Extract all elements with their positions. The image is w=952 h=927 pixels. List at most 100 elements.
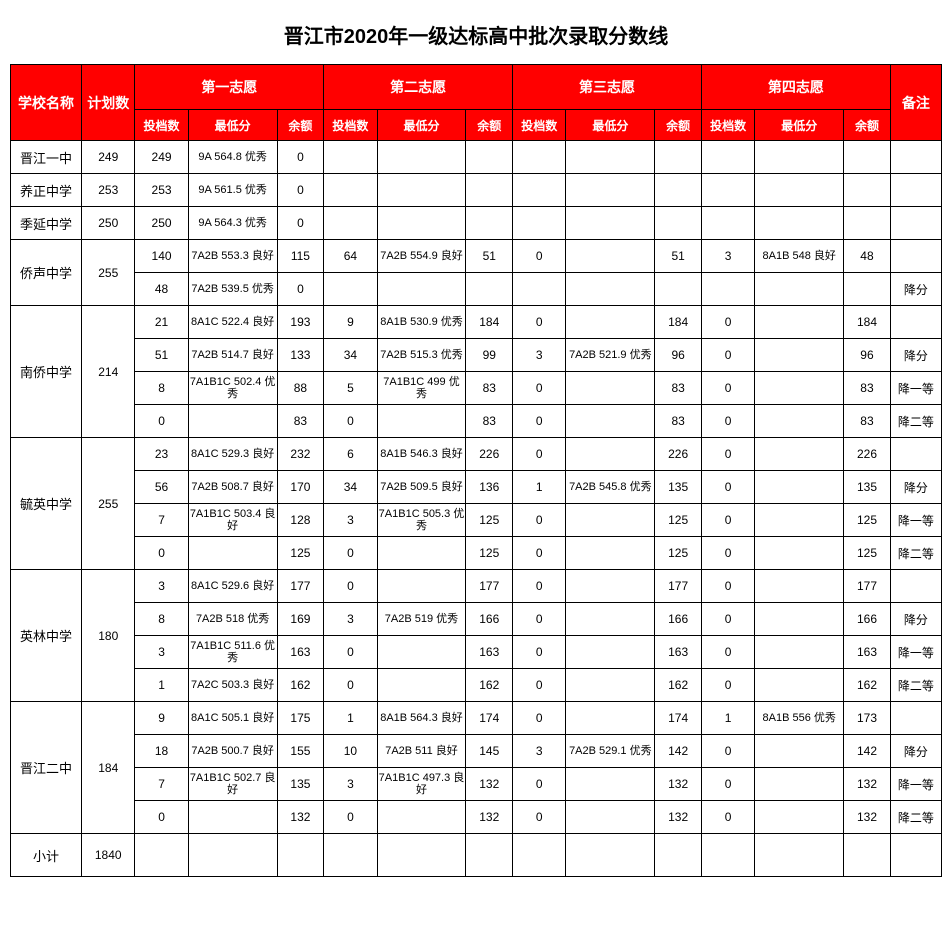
cell: 226	[466, 438, 513, 471]
plan-cell: 255	[82, 240, 135, 306]
cell	[513, 207, 566, 240]
table-row: 晋江二中18498A1C 505.1 良好17518A1B 564.3 良好17…	[11, 702, 942, 735]
cell: 0	[324, 405, 377, 438]
cell	[466, 207, 513, 240]
cell: 0	[701, 339, 754, 372]
cell	[377, 207, 466, 240]
cell	[324, 834, 377, 877]
cell	[566, 306, 655, 339]
cell	[890, 834, 941, 877]
cell: 0	[277, 174, 324, 207]
cell: 177	[466, 570, 513, 603]
cell: 7A2B 511 良好	[377, 735, 466, 768]
cell: 7	[135, 768, 188, 801]
col-v1: 第一志愿	[135, 65, 324, 110]
cell: 21	[135, 306, 188, 339]
table-row: 77A1B1C 503.4 良好12837A1B1C 505.3 优秀12501…	[11, 504, 942, 537]
cell: 9A 564.8 优秀	[188, 141, 277, 174]
school-cell: 南侨中学	[11, 306, 82, 438]
cell	[890, 306, 941, 339]
cell: 0	[513, 603, 566, 636]
cell: 降二等	[890, 801, 941, 834]
table-row: 87A2B 518 优秀16937A2B 519 优秀16601660166降分	[11, 603, 942, 636]
cell: 128	[277, 504, 324, 537]
col-v2-score: 最低分	[377, 110, 466, 141]
table-body: 晋江一中2492499A 564.8 优秀0养正中学2532539A 561.5…	[11, 141, 942, 877]
cell	[324, 207, 377, 240]
cell: 8A1C 529.3 良好	[188, 438, 277, 471]
plan-cell: 184	[82, 702, 135, 834]
cell: 184	[844, 306, 891, 339]
cell: 170	[277, 471, 324, 504]
cell: 125	[277, 537, 324, 570]
cell: 169	[277, 603, 324, 636]
cell	[135, 834, 188, 877]
cell	[755, 669, 844, 702]
cell	[755, 471, 844, 504]
cell: 163	[466, 636, 513, 669]
cell: 0	[513, 504, 566, 537]
cell: 8	[135, 372, 188, 405]
cell	[755, 801, 844, 834]
cell: 0	[701, 471, 754, 504]
cell: 175	[277, 702, 324, 735]
cell: 7A1B1C 511.6 优秀	[188, 636, 277, 669]
cell: 小计	[11, 834, 82, 877]
cell	[566, 372, 655, 405]
cell: 8	[135, 603, 188, 636]
cell: 7A2B 500.7 良好	[188, 735, 277, 768]
cell	[377, 669, 466, 702]
cell	[755, 339, 844, 372]
cell	[377, 537, 466, 570]
cell: 250	[135, 207, 188, 240]
cell: 0	[701, 768, 754, 801]
col-v4-rem: 余额	[844, 110, 891, 141]
cell: 83	[655, 372, 702, 405]
cell: 8A1B 548 良好	[755, 240, 844, 273]
school-cell: 毓英中学	[11, 438, 82, 570]
cell	[566, 141, 655, 174]
cell: 96	[655, 339, 702, 372]
cell: 0	[277, 207, 324, 240]
cell: 7A1B1C 505.3 优秀	[377, 504, 466, 537]
cell: 1	[513, 471, 566, 504]
cell	[844, 207, 891, 240]
cell	[890, 438, 941, 471]
table-row: 187A2B 500.7 良好155107A2B 511 良好14537A2B …	[11, 735, 942, 768]
cell: 7A2B 514.7 良好	[188, 339, 277, 372]
cell: 7A1B1C 502.7 良好	[188, 768, 277, 801]
cell: 132	[844, 801, 891, 834]
cell: 降二等	[890, 669, 941, 702]
cell: 163	[844, 636, 891, 669]
cell: 48	[135, 273, 188, 306]
cell: 7A1B1C 497.3 良好	[377, 768, 466, 801]
cell	[466, 141, 513, 174]
col-v1-rem: 余额	[277, 110, 324, 141]
col-v1-score: 最低分	[188, 110, 277, 141]
cell	[466, 174, 513, 207]
cell: 18	[135, 735, 188, 768]
cell	[755, 537, 844, 570]
cell	[377, 405, 466, 438]
cell: 6	[324, 438, 377, 471]
cell	[566, 603, 655, 636]
cell: 162	[655, 669, 702, 702]
cell	[755, 306, 844, 339]
col-v2-num: 投档数	[324, 110, 377, 141]
col-v4-score: 最低分	[755, 110, 844, 141]
cell: 0	[513, 537, 566, 570]
school-cell: 英林中学	[11, 570, 82, 702]
cell: 0	[513, 636, 566, 669]
cell	[566, 636, 655, 669]
cell: 0	[701, 801, 754, 834]
cell	[566, 834, 655, 877]
cell: 226	[655, 438, 702, 471]
cell: 0	[513, 438, 566, 471]
cell: 0	[701, 537, 754, 570]
cell: 3	[701, 240, 754, 273]
cell: 0	[513, 669, 566, 702]
cell	[755, 174, 844, 207]
cell: 162	[844, 669, 891, 702]
cell: 7A2B 553.3 良好	[188, 240, 277, 273]
col-note: 备注	[890, 65, 941, 141]
